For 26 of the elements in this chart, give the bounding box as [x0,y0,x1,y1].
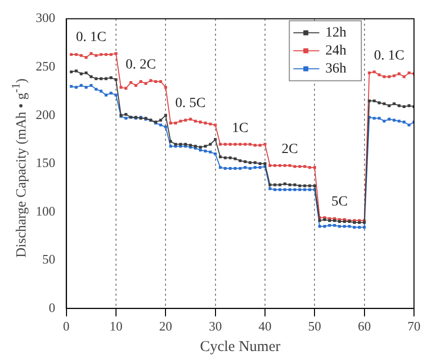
annotation: 5C [331,194,348,210]
x-tick-label: 0 [63,318,70,334]
y-tick-label: 100 [36,203,56,218]
x-tick-label: 20 [159,318,172,334]
x-tick-label: 40 [258,318,272,334]
annotation: 2C [282,142,298,158]
annotation: 0. 1C [76,30,106,46]
annotation: 1C [232,120,248,136]
x-tick-label: 50 [308,318,322,334]
y-tick-label: 200 [36,106,56,122]
x-tick-label: 60 [358,318,371,334]
annotation: 0. 1C [374,48,404,64]
y-tick-label: 250 [36,58,56,74]
y-tick-label: 150 [36,155,56,170]
legend-label: 12h [325,25,346,40]
y-tick-label: 0 [48,300,56,315]
x-tick-label: 70 [408,318,420,334]
x-tick-label: 30 [208,318,222,334]
x-axis-title: Cycle Numer [200,338,280,355]
annotation: 0. 2C [126,57,156,72]
legend-label: 36h [325,61,346,76]
y-tick-label: 300 [36,10,56,26]
annotation: 0. 5C [175,96,206,111]
y-tick-label: 50 [42,252,56,267]
x-tick-label: 10 [109,318,122,334]
legend-label: 24h [325,43,346,58]
